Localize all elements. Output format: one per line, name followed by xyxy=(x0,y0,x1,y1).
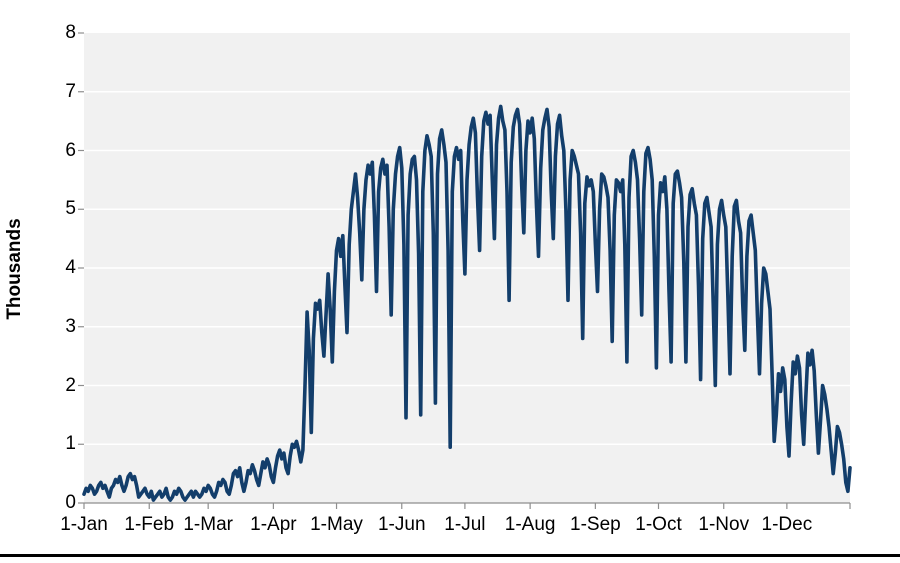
y-tick-label: 5 xyxy=(65,198,76,220)
x-tick-label: 1-Aug xyxy=(504,514,556,535)
x-tick-label: 1-Sep xyxy=(570,514,621,535)
x-tick-label: 1-Jan xyxy=(60,514,108,535)
y-tick-label: 1 xyxy=(65,433,76,455)
y-tick-label: 2 xyxy=(65,374,76,396)
x-tick-label: 1-Oct xyxy=(635,514,682,535)
y-tick-label: 7 xyxy=(65,80,76,102)
y-tick-label: 3 xyxy=(65,315,76,337)
y-axis-title: Thousands xyxy=(4,218,25,320)
y-tick-label: 0 xyxy=(65,492,76,513)
y-tick-label: 6 xyxy=(65,139,76,161)
x-tick-label: 1-Jun xyxy=(377,514,426,535)
x-tick-label: 1-May xyxy=(310,514,363,535)
y-tick-label: 8 xyxy=(65,22,76,43)
x-tick-label: 1-Dec xyxy=(761,514,813,535)
x-tick-label: 1-Jul xyxy=(444,514,486,535)
x-tick-label: 1-Feb xyxy=(124,514,175,535)
y-tick-label: 4 xyxy=(65,257,76,278)
x-tick-label: 1-Apr xyxy=(250,514,297,535)
series-line-daily-value-thousands xyxy=(82,104,852,502)
footer-divider-bar xyxy=(0,554,900,557)
x-tick-label: 1-Nov xyxy=(698,514,750,535)
x-tick-label: 1-Mar xyxy=(183,514,233,535)
